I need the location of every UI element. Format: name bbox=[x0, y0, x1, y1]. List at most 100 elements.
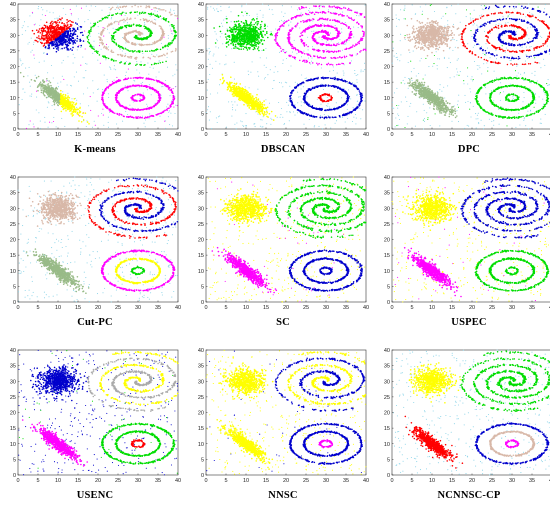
data-point bbox=[247, 40, 249, 42]
data-point bbox=[260, 57, 261, 58]
data-point bbox=[141, 85, 143, 87]
data-point bbox=[283, 16, 284, 17]
data-point bbox=[72, 34, 74, 36]
data-point bbox=[258, 34, 260, 36]
data-point bbox=[31, 96, 32, 97]
data-point bbox=[71, 13, 72, 14]
data-point bbox=[125, 53, 126, 54]
data-point bbox=[56, 93, 58, 95]
data-point bbox=[72, 37, 74, 39]
data-point bbox=[40, 32, 42, 34]
data-point bbox=[60, 19, 62, 21]
data-point bbox=[71, 49, 73, 51]
data-point bbox=[270, 124, 271, 125]
data-point bbox=[62, 40, 64, 42]
data-point bbox=[50, 29, 52, 31]
data-point bbox=[151, 20, 153, 22]
data-point bbox=[292, 99, 293, 100]
data-point bbox=[53, 38, 55, 40]
data-point bbox=[165, 80, 166, 81]
data-point bbox=[290, 22, 291, 23]
data-point bbox=[255, 22, 257, 24]
data-point bbox=[101, 113, 102, 114]
data-point bbox=[136, 57, 138, 59]
data-point bbox=[70, 107, 72, 109]
data-point bbox=[326, 41, 327, 42]
data-point bbox=[160, 15, 162, 17]
data-point bbox=[44, 25, 46, 27]
data-point bbox=[160, 62, 162, 64]
data-point bbox=[70, 28, 72, 30]
data-point bbox=[117, 102, 119, 104]
data-point bbox=[134, 44, 136, 46]
data-point bbox=[47, 94, 49, 96]
data-point bbox=[172, 98, 174, 100]
data-point bbox=[297, 102, 298, 103]
data-point bbox=[172, 92, 174, 94]
data-point bbox=[357, 74, 358, 75]
data-point bbox=[48, 101, 49, 102]
data-point bbox=[309, 8, 310, 9]
data-point bbox=[159, 56, 161, 58]
data-point bbox=[226, 46, 228, 48]
data-point bbox=[57, 20, 59, 22]
data-point bbox=[253, 27, 255, 29]
data-point bbox=[165, 20, 167, 22]
data-point bbox=[313, 31, 314, 32]
data-point bbox=[99, 20, 101, 22]
data-point bbox=[37, 41, 39, 43]
data-point bbox=[347, 83, 348, 84]
data-point bbox=[128, 64, 130, 66]
data-point bbox=[248, 106, 250, 108]
data-point bbox=[60, 38, 62, 40]
data-point bbox=[286, 58, 287, 59]
data-point bbox=[238, 29, 240, 31]
data-point bbox=[158, 8, 160, 10]
data-point bbox=[64, 126, 65, 127]
data-point bbox=[168, 35, 169, 36]
data-point bbox=[21, 64, 22, 65]
data-point bbox=[119, 113, 121, 115]
data-point bbox=[140, 19, 142, 21]
data-point bbox=[78, 25, 79, 26]
data-point bbox=[68, 39, 70, 41]
data-point bbox=[356, 54, 357, 55]
data-point bbox=[140, 117, 142, 119]
data-point bbox=[146, 85, 148, 87]
data-point bbox=[164, 109, 166, 111]
data-point bbox=[242, 125, 243, 126]
data-point bbox=[41, 43, 43, 45]
data-point bbox=[109, 7, 110, 8]
data-point bbox=[44, 88, 46, 90]
data-point bbox=[42, 86, 44, 88]
data-point bbox=[111, 35, 113, 37]
data-point bbox=[57, 25, 59, 27]
data-point bbox=[58, 49, 60, 51]
data-point bbox=[103, 27, 104, 28]
data-point bbox=[258, 28, 260, 30]
data-point bbox=[40, 121, 41, 122]
data-point bbox=[307, 37, 308, 38]
data-point bbox=[272, 9, 273, 10]
data-point bbox=[166, 53, 168, 55]
data-point bbox=[53, 48, 55, 50]
data-point bbox=[158, 93, 160, 95]
data-point bbox=[207, 7, 208, 8]
data-point bbox=[75, 34, 77, 36]
data-point bbox=[228, 7, 229, 8]
data-point bbox=[172, 51, 174, 53]
data-point bbox=[80, 45, 82, 47]
data-point bbox=[63, 104, 65, 106]
data-point bbox=[91, 5, 92, 6]
data-point bbox=[241, 46, 243, 48]
data-point bbox=[258, 37, 260, 39]
data-point bbox=[165, 128, 166, 129]
data-point bbox=[238, 31, 240, 33]
data-point bbox=[159, 97, 161, 99]
data-point bbox=[236, 35, 238, 37]
data-point bbox=[251, 38, 253, 40]
data-point bbox=[116, 123, 117, 124]
data-point bbox=[321, 84, 322, 85]
data-point bbox=[321, 67, 322, 68]
data-point bbox=[62, 33, 64, 35]
